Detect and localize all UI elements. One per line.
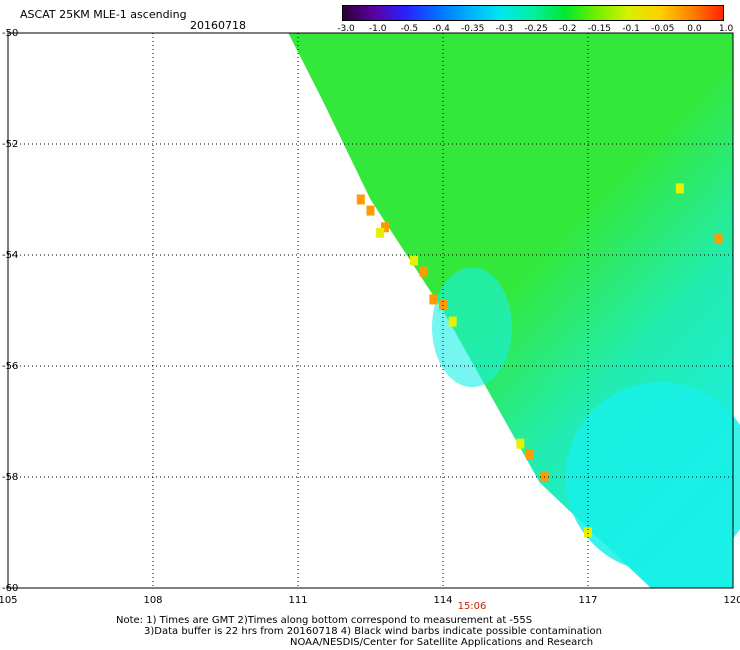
colorbar-label: -0.4 <box>432 24 450 34</box>
edge-pixel <box>675 183 684 194</box>
colorbar-label: -0.35 <box>461 24 485 34</box>
colorbar-label: 1.0 <box>718 24 734 34</box>
note-line-3: NOAA/NESDIS/Center for Satellite Applica… <box>290 637 594 648</box>
note-line-1: Note: 1) Times are GMT 2)Times along bot… <box>116 615 533 626</box>
colorbar-label: -3.0 <box>337 24 355 34</box>
lon-tick-label: 120 <box>723 595 740 606</box>
lon-tick-label: 108 <box>143 595 162 606</box>
lat-tick-label: -58 <box>2 472 18 483</box>
edge-pixel <box>439 299 447 310</box>
colorbar-label: -0.1 <box>622 24 640 34</box>
map-frame <box>7 32 734 589</box>
edge-pixel <box>584 527 592 538</box>
lat-tick-label: -54 <box>2 250 18 261</box>
edge-pixel <box>410 255 418 266</box>
lat-tick-label: -56 <box>2 361 18 372</box>
edge-pixel <box>419 266 428 277</box>
colorbar-label: 0.0 <box>687 24 702 34</box>
map-title: ASCAT 25KM MLE-1 ascending <box>20 8 187 21</box>
colorbar-label: -0.2 <box>558 24 577 34</box>
map-date: 20160718 <box>190 19 246 32</box>
edge-pixel <box>526 449 534 460</box>
note-line-2: 3)Data buffer is 22 hrs from 20160718 4)… <box>144 626 602 637</box>
colorbar-labels: -3.0 -1.0 -0.5 -0.4 -0.35 -0.3 -0.25 -0.2 -0.15-… <box>330 24 740 36</box>
colorbar-gradient <box>342 5 724 21</box>
edge-pixel <box>356 194 365 205</box>
colorbar-label: -0.05 <box>651 24 675 34</box>
edge-pixel <box>516 438 525 449</box>
colorbar-label: -0.5 <box>400 24 419 34</box>
pass-time-label: 15:06 <box>458 601 487 612</box>
lon-tick-label: 105 <box>0 595 18 606</box>
lat-tick-label: -52 <box>2 139 18 150</box>
edge-pixel <box>376 227 385 238</box>
lon-tick-label: 117 <box>578 595 597 606</box>
low-value-region <box>432 267 512 388</box>
lon-tick-label: 114 <box>433 595 452 606</box>
edge-pixel <box>448 316 457 327</box>
colorbar-label: -0.3 <box>495 24 514 34</box>
colorbar-label: -1.0 <box>368 24 387 34</box>
colorbar-label: -0.15 <box>587 24 612 34</box>
lat-tick-label: -60 <box>2 583 18 594</box>
colorbar-label: -0.25 <box>524 24 548 34</box>
lon-tick-label: 111 <box>288 595 307 606</box>
edge-pixel <box>381 222 389 233</box>
edge-pixel <box>366 205 375 216</box>
edge-pixel <box>714 233 723 244</box>
edge-pixel <box>429 294 438 305</box>
lat-tick-label: -50 <box>2 28 18 39</box>
colorbar <box>342 5 724 21</box>
